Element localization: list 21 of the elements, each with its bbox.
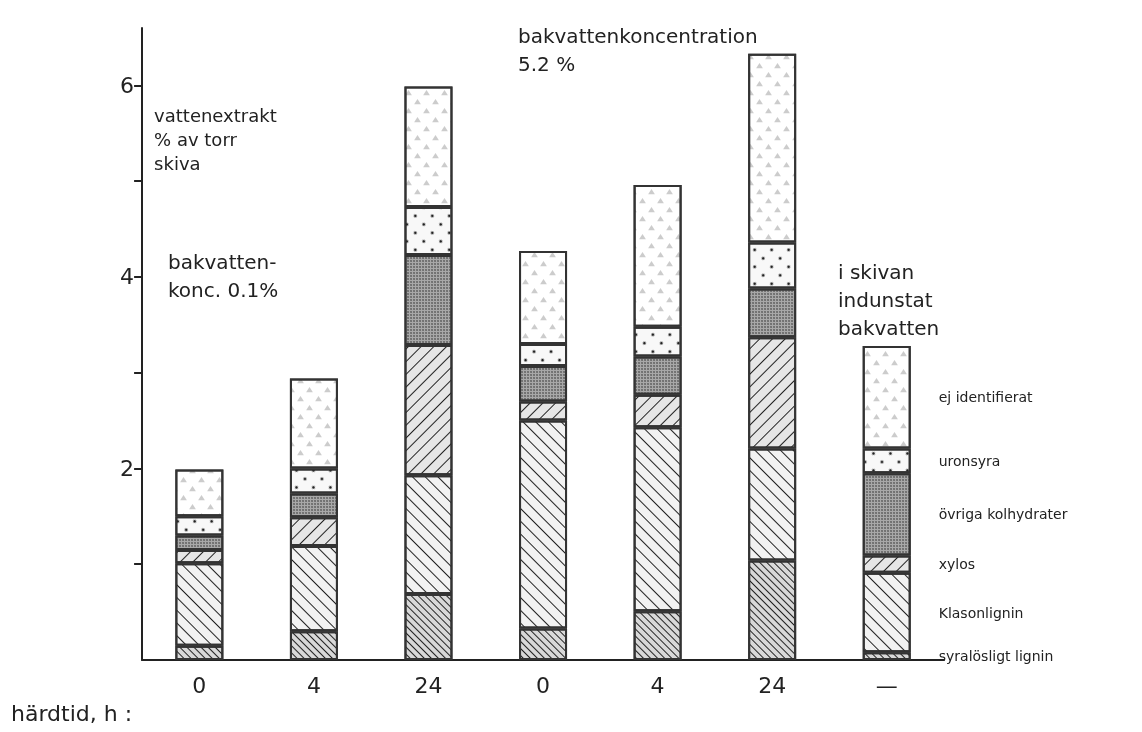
- text: uronsyra: [938, 452, 1001, 469]
- x-tick-label: 24: [414, 672, 443, 698]
- text: övriga kolhydrater: [938, 506, 1068, 523]
- x-tick-label: 4: [306, 672, 321, 698]
- y-tick-label: 4: [120, 264, 135, 290]
- text: Klasonlignin: [938, 604, 1024, 621]
- y-tick-label: 6: [120, 72, 135, 98]
- x-tick-label: —: [875, 672, 898, 698]
- annotation: bakvattenkoncentration 5.2 %: [518, 24, 758, 76]
- text: syralösligt lignin: [938, 648, 1054, 665]
- x-tick-label: 0: [536, 672, 551, 698]
- x-axis-title: härdtid, h :: [10, 700, 133, 726]
- annotation: bakvatten- konc. 0.1%: [168, 250, 279, 302]
- x-tick-label: 24: [758, 672, 787, 698]
- x-tick-label: 0: [192, 672, 207, 698]
- text: xylos: [938, 556, 976, 573]
- x-tick-label: 4: [650, 672, 665, 698]
- text: ej identifierat: [938, 389, 1034, 406]
- y-axis-title: vattenextrakt % av torr skiva: [154, 104, 277, 174]
- annotation: i skivan indunstat bakvatten: [838, 260, 940, 340]
- y-tick-label: 2: [120, 455, 135, 481]
